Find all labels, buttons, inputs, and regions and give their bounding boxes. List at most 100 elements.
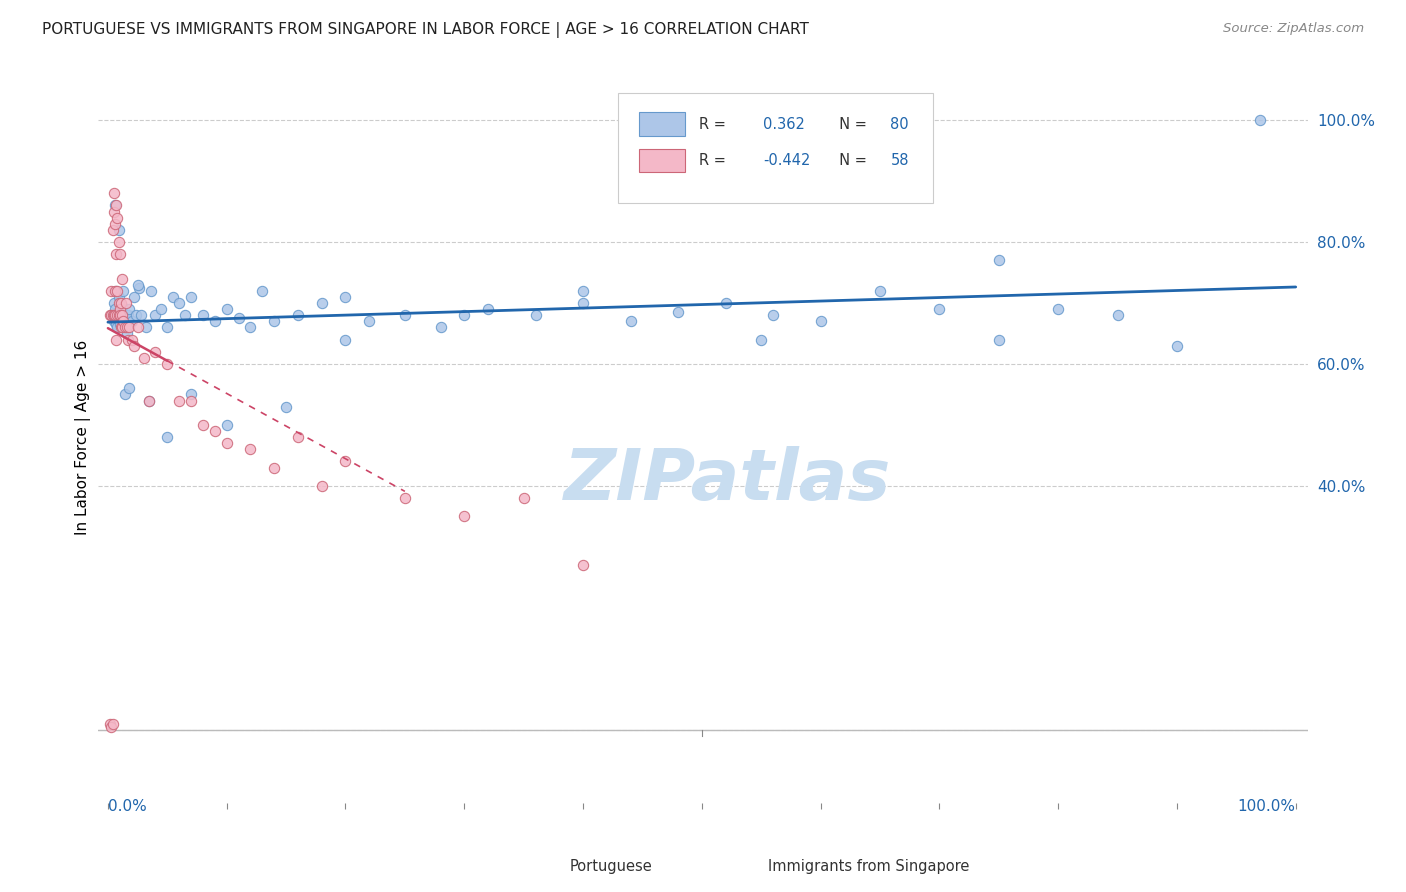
Point <box>180 393 202 408</box>
Point <box>118 381 141 395</box>
Point <box>111 308 134 322</box>
Point <box>122 339 145 353</box>
Text: N =: N = <box>830 117 872 131</box>
Text: 100.0%: 100.0% <box>1237 799 1296 814</box>
Point <box>112 284 135 298</box>
Point <box>110 296 132 310</box>
Point <box>100 720 122 734</box>
Text: 58: 58 <box>890 153 908 168</box>
Point <box>1166 339 1188 353</box>
Text: 0.362: 0.362 <box>763 117 806 131</box>
Point <box>138 393 160 408</box>
Point <box>107 308 129 322</box>
Point <box>98 308 121 322</box>
Point <box>115 326 138 341</box>
Point <box>114 314 136 328</box>
Point <box>103 308 125 322</box>
Point <box>156 357 179 371</box>
Point <box>125 308 148 322</box>
Point <box>512 491 534 505</box>
Point <box>139 284 162 298</box>
Bar <box>527 858 561 876</box>
Point <box>107 235 129 249</box>
Point <box>101 223 124 237</box>
Point <box>118 301 141 317</box>
Point <box>103 296 125 310</box>
Point <box>762 308 785 322</box>
Point <box>987 253 1010 268</box>
Point <box>121 333 143 347</box>
Point <box>429 320 451 334</box>
Point <box>145 308 167 322</box>
Point <box>666 305 689 319</box>
Point <box>810 314 832 328</box>
Point <box>107 320 129 334</box>
Point <box>114 320 136 334</box>
Point <box>335 454 357 468</box>
Point <box>1107 308 1129 322</box>
Point <box>108 296 131 310</box>
FancyBboxPatch shape <box>619 94 932 203</box>
Point <box>239 320 262 334</box>
Point <box>180 290 202 304</box>
Point <box>107 284 129 298</box>
Point <box>191 308 214 322</box>
Point <box>215 417 238 432</box>
Point <box>1249 113 1271 128</box>
Point <box>115 320 138 334</box>
Point <box>107 308 129 322</box>
Point <box>204 314 226 328</box>
Point <box>107 223 129 237</box>
Point <box>524 308 547 322</box>
Point <box>100 284 122 298</box>
Point <box>252 284 274 298</box>
Point <box>111 271 134 285</box>
Point <box>107 308 129 322</box>
Bar <box>638 112 685 136</box>
Point <box>311 296 333 310</box>
Point <box>167 393 190 408</box>
Point <box>359 314 381 328</box>
Point <box>572 284 595 298</box>
Point <box>572 296 595 310</box>
Text: -0.442: -0.442 <box>763 153 811 168</box>
Point <box>263 460 285 475</box>
Point <box>619 314 641 328</box>
Point <box>98 716 121 731</box>
Point <box>132 351 155 365</box>
Point <box>138 393 160 408</box>
Bar <box>638 149 685 172</box>
Point <box>114 308 136 322</box>
Point <box>150 301 173 317</box>
Point <box>103 204 125 219</box>
Point <box>869 284 891 298</box>
Point <box>108 247 131 261</box>
Point <box>117 333 139 347</box>
Point <box>156 320 179 334</box>
Point <box>111 320 134 334</box>
Point <box>287 430 309 444</box>
Point <box>127 320 149 334</box>
Point <box>114 296 136 310</box>
Point <box>394 308 416 322</box>
Point <box>191 417 214 432</box>
Point <box>108 318 131 332</box>
Point <box>156 430 179 444</box>
Text: 80: 80 <box>890 117 910 131</box>
Point <box>121 314 143 328</box>
Point <box>105 333 128 347</box>
Point <box>117 308 139 322</box>
Point <box>239 442 262 457</box>
Point <box>112 311 135 326</box>
Point <box>107 211 129 225</box>
Point <box>110 305 132 319</box>
Point <box>394 491 416 505</box>
Point <box>174 308 197 322</box>
Point <box>104 198 127 212</box>
Point <box>215 301 238 317</box>
Text: R =: R = <box>699 153 731 168</box>
Point <box>108 308 131 322</box>
Point <box>107 290 129 304</box>
Point <box>110 308 132 322</box>
Point <box>335 290 357 304</box>
